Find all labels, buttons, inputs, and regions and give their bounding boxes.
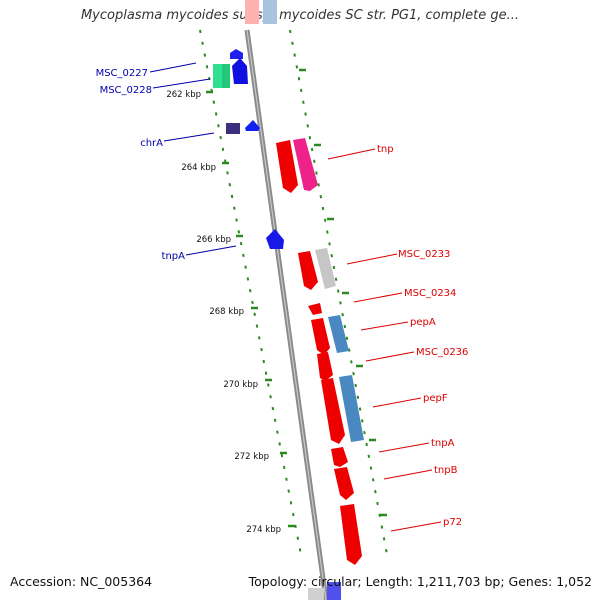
outer-major-ticks — [299, 68, 387, 517]
gene-label-chrA: chrA — [140, 138, 163, 149]
gene-label-tnpA: tnpA — [162, 251, 186, 262]
gene-label-tnp: tnp — [377, 144, 394, 155]
gene-label-msc0234: MSC_0234 — [404, 288, 456, 299]
gene-label-msc0236: MSC_0236 — [416, 347, 468, 358]
gene-p72 — [340, 504, 362, 565]
gene-bottom-grey — [308, 588, 324, 600]
reverse-label-leaders — [327, 148, 442, 532]
gene-top-blue — [263, 0, 277, 24]
gene-bottom-blue — [327, 582, 341, 600]
kbp-label: 270 kbp — [223, 380, 258, 390]
gene-label-p72: p72 — [443, 517, 462, 528]
gene-label-tnpA-rev: tnpA — [431, 438, 455, 449]
gene-chrA-dark — [226, 123, 240, 134]
kbp-label: 266 kbp — [196, 235, 231, 245]
gene-chrA — [245, 120, 260, 131]
accession-text: Accession: NC_005364 — [10, 574, 153, 589]
gene-pepF-red — [321, 378, 345, 444]
gene-label-msc0228: MSC_0228 — [100, 85, 152, 96]
gene-label-msc0227: MSC_0227 — [96, 68, 148, 79]
gene-msc0227 — [230, 49, 243, 59]
gene-label-msc0233: MSC_0233 — [398, 249, 450, 260]
gene-msc0233-red — [298, 251, 318, 290]
kbp-label: 274 kbp — [246, 525, 281, 535]
kbp-major-ticks — [206, 90, 295, 528]
reverse-gene-labels: tnp MSC_0233 MSC_0234 pepA MSC_0236 pepF… — [377, 144, 468, 528]
map-title: Mycoplasma mycoides subsp. mycoides SC s… — [80, 8, 520, 23]
gene-msc0228 — [232, 58, 248, 84]
gene-label-pepA: pepA — [410, 317, 436, 328]
kbp-label: 272 kbp — [234, 452, 269, 462]
gene-label-pepF: pepF — [423, 393, 448, 404]
gene-tnp-pink — [293, 138, 318, 191]
gene-pepF-blue — [339, 375, 364, 442]
forward-label-leaders — [149, 62, 237, 256]
gene-msc0233-grey — [315, 248, 336, 289]
gene-top-red — [245, 0, 259, 24]
kbp-label: 268 kbp — [209, 307, 244, 317]
gene-tnpA-reverse — [331, 447, 348, 467]
gene-msc0234 — [308, 303, 322, 315]
kbp-label: 262 kbp — [166, 90, 201, 100]
gene-pepA-blue — [328, 315, 349, 353]
gene-tnp-red — [276, 140, 298, 193]
kbp-label: 264 kbp — [181, 163, 216, 173]
gene-pepA-red — [311, 318, 330, 355]
gene-label-tnpB: tnpB — [434, 465, 458, 476]
gene-tnpA-forward — [266, 229, 284, 249]
genome-summary-text: Topology: circular; Length: 1,211,703 bp… — [248, 574, 592, 589]
forward-gene-labels: MSC_0227 MSC_0228 chrA tnpA — [96, 68, 186, 262]
kbp-labels: 262 kbp 264 kbp 266 kbp 268 kbp 270 kbp … — [166, 90, 281, 535]
gene-msc0236 — [317, 352, 333, 381]
inner-tick-track — [199, 29, 303, 561]
gene-tnpB — [334, 467, 354, 500]
